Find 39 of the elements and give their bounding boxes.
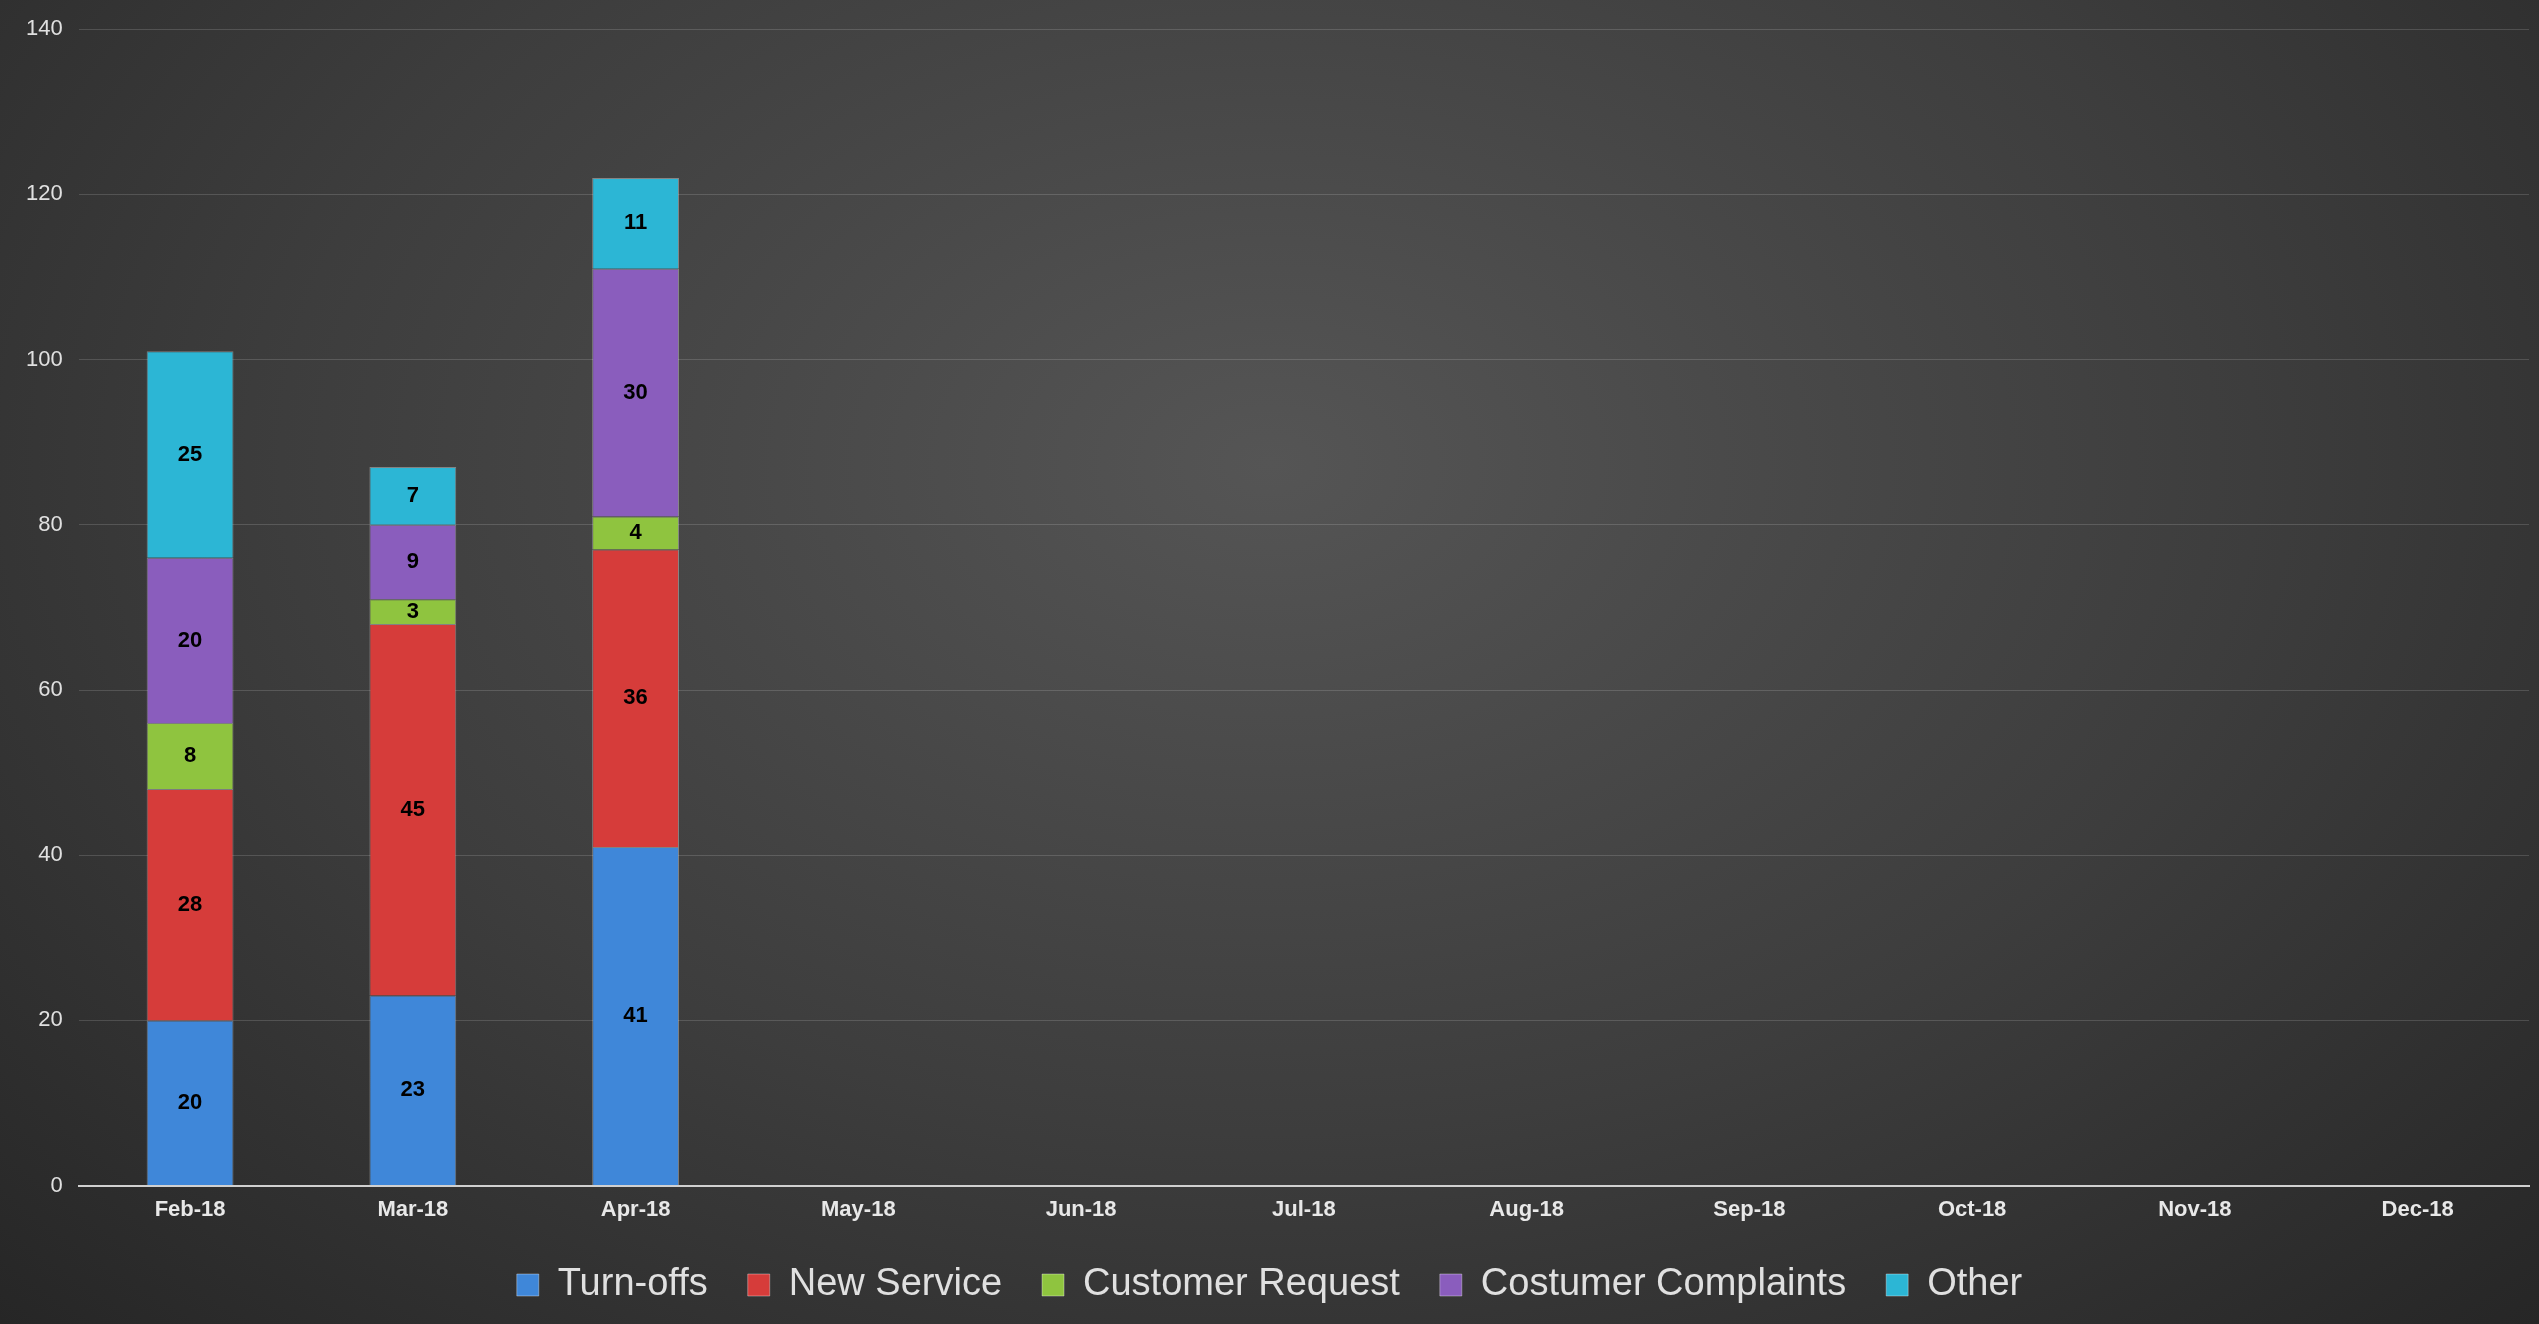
x-tick-label: Dec-18 [2381,1195,2454,1221]
data-label: 4 [629,519,643,545]
y-tick-label: 20 [38,1006,63,1032]
y-tick-label: 120 [25,180,63,206]
x-tick-label: Oct-18 [1937,1195,2007,1221]
x-tick-label: Mar-18 [377,1195,449,1221]
x-tick-label: May-18 [821,1195,896,1221]
legend-label: New Service [788,1261,1003,1304]
x-tick-label: Sep-18 [1713,1195,1786,1221]
data-label: 28 [177,890,203,916]
data-label: 20 [177,1088,203,1114]
legend-label: Customer Request [1083,1261,1401,1304]
data-label: 8 [183,742,197,768]
legend-label: Turn-offs [557,1261,708,1304]
data-label: 9 [406,548,419,574]
data-label: 20 [177,626,203,652]
data-label: 30 [623,378,648,404]
data-label: 11 [623,209,648,235]
data-label: 41 [623,1002,648,1028]
y-tick-label: 60 [38,676,63,702]
data-label: 25 [177,440,203,466]
y-tick-label: 100 [25,345,63,371]
x-tick-label: Jun-18 [1045,1195,1117,1221]
data-label: 3 [406,597,419,623]
y-tick-label: 140 [25,15,63,41]
y-tick-label: 0 [50,1171,63,1197]
x-tick-label: Apr-18 [600,1195,671,1221]
x-tick-label: Jul-18 [1272,1195,1336,1221]
y-tick-label: 40 [38,841,63,867]
data-label: 23 [400,1076,426,1102]
data-label: 36 [623,684,648,710]
x-tick-label: Nov-18 [2158,1195,2232,1221]
y-tick-label: 80 [38,510,63,536]
legend-label: Other [1927,1261,2023,1304]
x-tick-label: Feb-18 [154,1195,226,1221]
x-tick-label: Aug-18 [1489,1195,1564,1221]
legend-label: Costumer Complaints [1480,1261,1847,1304]
data-label: 7 [406,481,419,507]
data-label: 45 [400,795,426,821]
